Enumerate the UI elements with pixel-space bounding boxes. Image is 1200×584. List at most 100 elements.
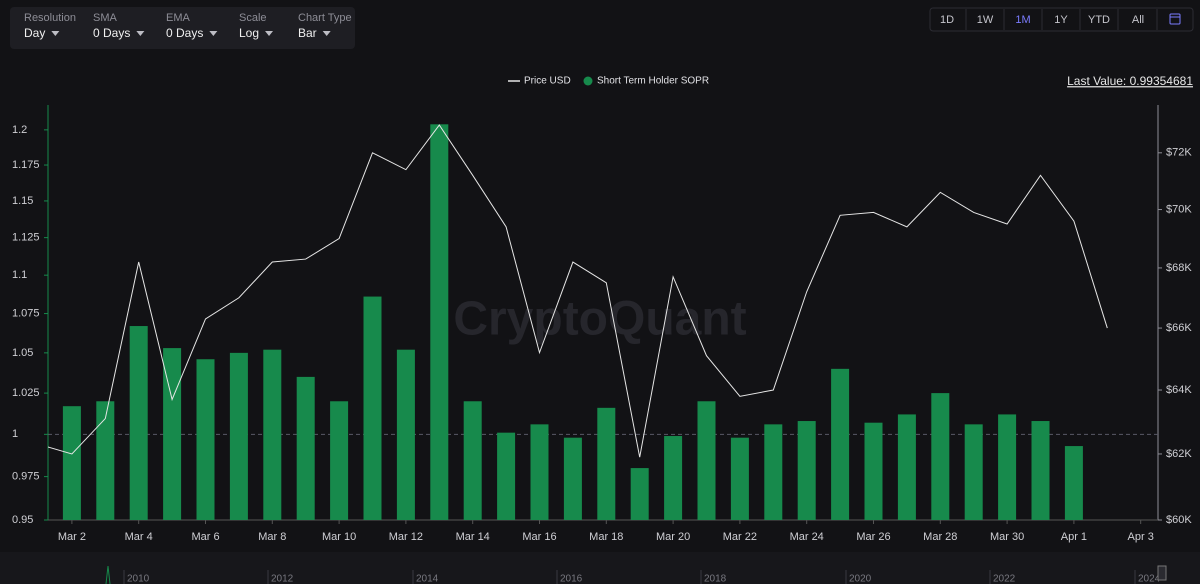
- dropdown-label: SMA: [93, 12, 118, 24]
- bar: [730, 437, 749, 520]
- y-tick-label: 1.05: [12, 347, 33, 359]
- legend-label[interactable]: Price USD: [524, 76, 571, 87]
- bar: [530, 424, 549, 520]
- x-tick-label: Mar 18: [589, 531, 623, 543]
- x-tick-label: Mar 16: [522, 531, 556, 543]
- bar: [897, 414, 916, 520]
- x-tick-label: Mar 10: [322, 531, 356, 543]
- dropdown-label: EMA: [166, 12, 191, 24]
- y-tick-label: 1.175: [12, 159, 40, 171]
- caret: [209, 31, 218, 36]
- navigator-year: 2010: [127, 574, 150, 584]
- range-button[interactable]: 1M: [1015, 14, 1030, 26]
- range-bar: [929, 7, 1194, 32]
- navigator-year: 2012: [271, 574, 294, 584]
- dropdown[interactable]: SMA 0 Days: [93, 12, 145, 40]
- dropdown-value: Log: [239, 26, 259, 40]
- y2-tick-label: $66K: [1166, 322, 1192, 334]
- y2-tick-label: $68K: [1166, 262, 1192, 274]
- bar: [497, 432, 516, 520]
- dropdown[interactable]: Chart Type Bar: [298, 12, 352, 40]
- legend-swatch: [583, 76, 593, 86]
- navigator-handle[interactable]: [1157, 565, 1167, 581]
- bar: [864, 422, 883, 520]
- bar: [229, 352, 248, 520]
- navigator-year: 2020: [849, 574, 872, 584]
- bar: [831, 368, 850, 520]
- y-tick-label: 1.025: [12, 387, 40, 399]
- bar: [563, 437, 582, 520]
- dropdown-value: Day: [24, 26, 45, 40]
- x-tick-label: Mar 20: [656, 531, 690, 543]
- bar: [163, 348, 182, 520]
- legend-label[interactable]: Short Term Holder SOPR: [597, 76, 709, 87]
- navigator-year: 2016: [560, 574, 583, 584]
- y2-tick-label: $62K: [1166, 448, 1192, 460]
- range-button[interactable]: 1D: [940, 14, 954, 26]
- y2-tick-label: $64K: [1166, 384, 1192, 396]
- range-button[interactable]: All: [1132, 14, 1144, 26]
- bar: [430, 124, 449, 521]
- dropdown[interactable]: Scale Log: [239, 12, 274, 40]
- caret: [51, 31, 60, 36]
- navigator-year: 2024: [1138, 574, 1161, 584]
- bar: [764, 424, 783, 520]
- last-value: Last Value: 0.99354681: [1067, 74, 1193, 88]
- navigator-spike: [105, 565, 111, 584]
- y-tick-label: 0.95: [12, 514, 33, 526]
- bar: [697, 401, 716, 520]
- calendar-icon[interactable]: [1169, 13, 1181, 25]
- bar: [129, 326, 148, 520]
- x-tick-label: Mar 14: [456, 531, 490, 543]
- bar: [96, 401, 115, 520]
- navigator-year: 2022: [993, 574, 1016, 584]
- bar: [296, 376, 315, 520]
- navigator-year: 2014: [416, 574, 439, 584]
- x-tick-label: Mar 24: [790, 531, 824, 543]
- x-tick-label: Mar 2: [58, 531, 86, 543]
- dropdown[interactable]: Resolution Day: [24, 12, 76, 40]
- dropdown-label: Chart Type: [298, 12, 352, 24]
- range-button[interactable]: YTD: [1088, 14, 1110, 26]
- caret: [265, 31, 274, 36]
- x-tick-label: Apr 3: [1128, 531, 1154, 543]
- bar: [463, 401, 482, 520]
- dropdown-value: 0 Days: [166, 26, 203, 40]
- range-button[interactable]: 1Y: [1054, 14, 1068, 26]
- caret: [322, 31, 331, 36]
- y2-tick-label: $60K: [1166, 514, 1192, 526]
- bar: [630, 468, 649, 520]
- dropdown-label: Resolution: [24, 12, 76, 24]
- bar: [330, 401, 349, 520]
- dropdown-label: Scale: [239, 12, 267, 24]
- y-tick-label: 0.975: [12, 471, 40, 483]
- toolbar: [10, 7, 355, 49]
- x-tick-label: Apr 1: [1061, 531, 1087, 543]
- y-tick-label: 1: [12, 428, 18, 440]
- dropdown-value: 0 Days: [93, 26, 130, 40]
- bar: [363, 296, 382, 520]
- x-tick-label: Mar 8: [258, 531, 286, 543]
- y-tick-label: 1.075: [12, 307, 40, 319]
- y-tick-label: 1.15: [12, 195, 33, 207]
- dropdown[interactable]: EMA 0 Days: [166, 12, 218, 40]
- bar: [196, 359, 215, 520]
- y-tick-label: 1.125: [12, 232, 40, 244]
- bar: [396, 349, 415, 520]
- bar: [998, 414, 1017, 520]
- bar: [597, 407, 616, 520]
- x-tick-label: Mar 12: [389, 531, 423, 543]
- y-tick-label: 1.2: [12, 124, 27, 136]
- bar: [664, 436, 683, 520]
- navigator: [0, 552, 1200, 584]
- range-button[interactable]: 1W: [977, 14, 994, 26]
- navigator-year: 2018: [704, 574, 727, 584]
- x-tick-label: Mar 4: [125, 531, 153, 543]
- x-tick-label: Mar 30: [990, 531, 1024, 543]
- y-tick-label: 1.1: [12, 269, 27, 281]
- bar: [1031, 421, 1050, 520]
- bar: [1064, 446, 1083, 520]
- x-tick-label: Mar 28: [923, 531, 957, 543]
- price-line: [48, 124, 1108, 458]
